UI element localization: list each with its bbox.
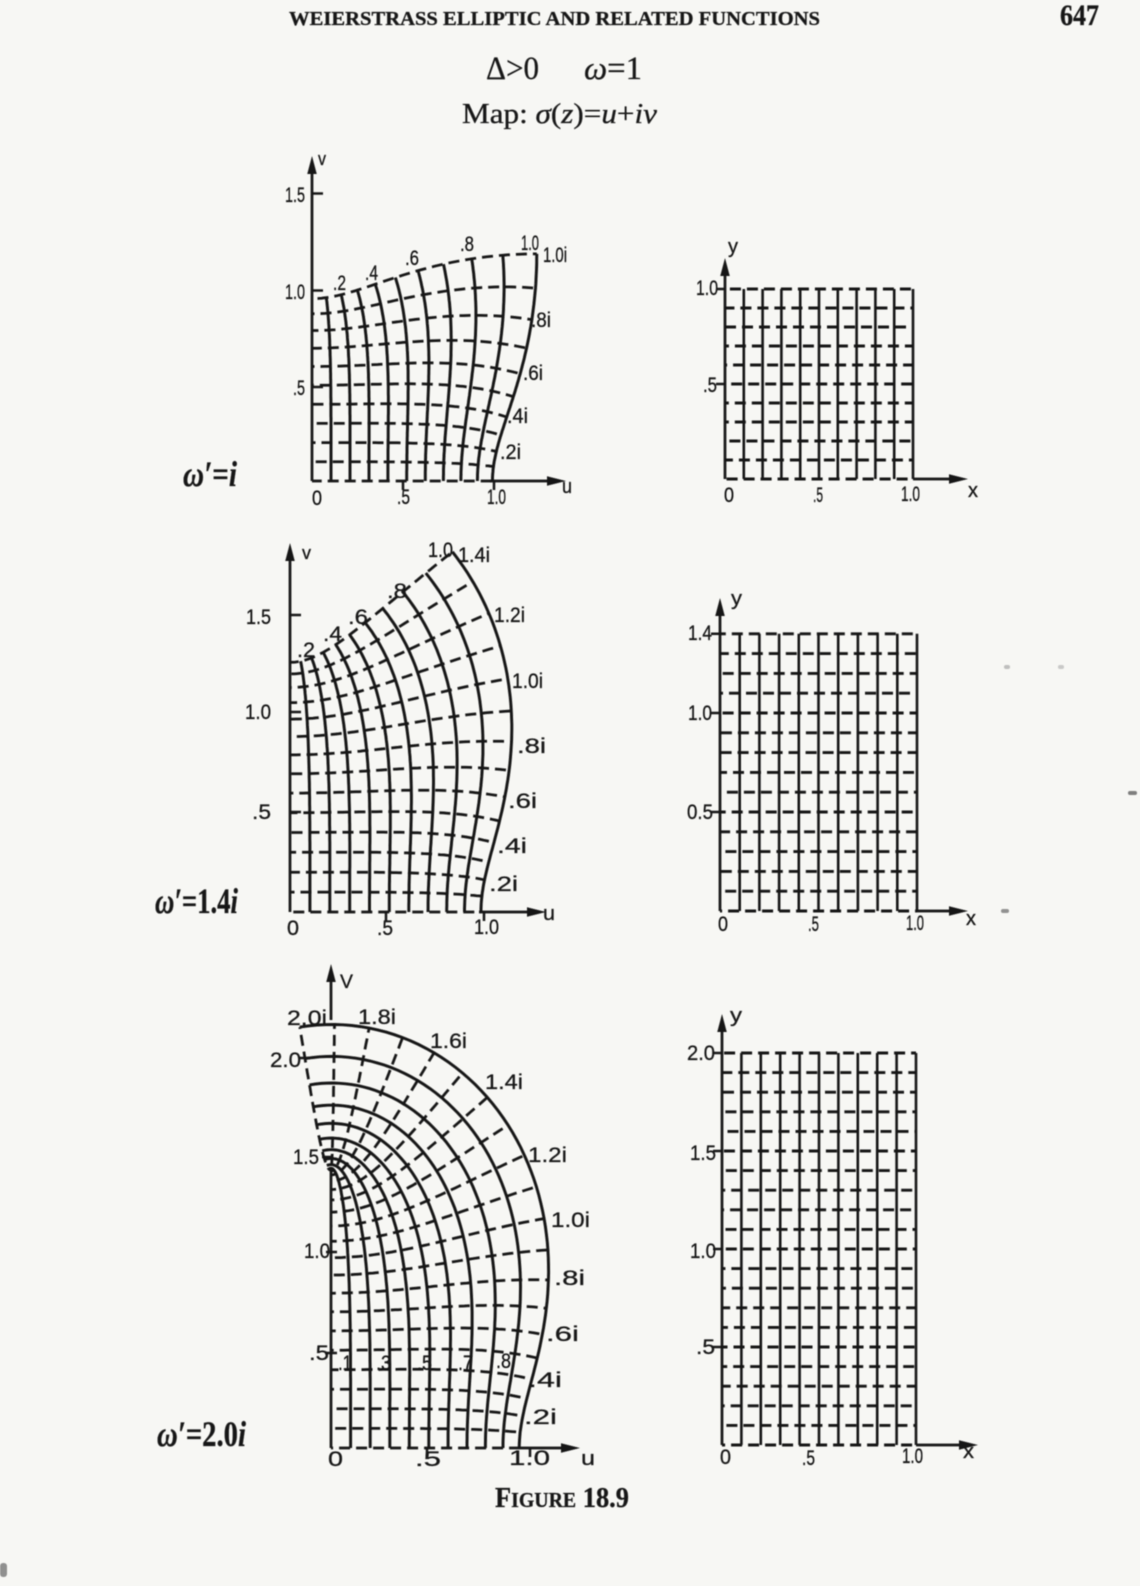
- svg-text:u: u: [581, 1448, 595, 1470]
- svg-text:u: u: [543, 903, 555, 925]
- svg-text:1.0: 1.0: [487, 486, 506, 509]
- svg-text:.5: .5: [397, 486, 410, 509]
- svg-text:.1: .1: [338, 1352, 352, 1375]
- svg-text:.7: .7: [458, 1352, 473, 1375]
- svg-text:1.5: 1.5: [285, 184, 305, 207]
- svg-text:1.8i: 1.8i: [358, 1006, 396, 1029]
- svg-text:1.0: 1.0: [428, 539, 453, 562]
- svg-text:Map: σ(z)=u+iv: Map: σ(z)= u+iv: [462, 99, 658, 130]
- svg-text:x: x: [966, 908, 976, 930]
- svg-text:.5: .5: [703, 374, 717, 397]
- svg-text:y: y: [731, 588, 742, 610]
- svg-text:.2: .2: [333, 272, 346, 295]
- svg-text:.4: .4: [365, 262, 378, 285]
- svg-text:.8i: .8i: [554, 1267, 585, 1290]
- svg-text:1.2i: 1.2i: [528, 1144, 567, 1167]
- svg-text:.5: .5: [417, 1352, 432, 1375]
- svg-text:1.0: 1.0: [304, 1240, 330, 1263]
- svg-text:1.0i: 1.0i: [543, 244, 567, 267]
- svg-text:WEIERSTRASS ELLIPTIC AND RELAT: WEIERSTRASS ELLIPTIC AND RELATED FUNCTIO…: [289, 9, 820, 30]
- svg-text:.3: .3: [376, 1352, 391, 1375]
- svg-text:.4: .4: [323, 623, 342, 646]
- svg-text:0.5: 0.5: [687, 801, 713, 824]
- svg-text:1.0: 1.0: [688, 702, 712, 725]
- svg-text:u: u: [562, 476, 572, 498]
- svg-text:.6i: .6i: [523, 362, 543, 385]
- svg-text:1.4: 1.4: [688, 622, 712, 645]
- svg-text:.8i: .8i: [531, 309, 551, 332]
- svg-text:y: y: [730, 1005, 742, 1027]
- svg-text:1.0i: 1.0i: [512, 670, 543, 693]
- svg-text:1.5: 1.5: [293, 1146, 319, 1169]
- svg-text:.4i: .4i: [528, 1369, 562, 1392]
- svg-text:V: V: [340, 972, 353, 993]
- svg-text:.5: .5: [696, 1336, 715, 1359]
- svg-text:.2i: .2i: [489, 873, 518, 896]
- svg-text:.8: .8: [460, 233, 474, 256]
- svg-text:.2i: .2i: [500, 441, 521, 464]
- svg-text:.5: .5: [415, 1448, 441, 1471]
- svg-text:2.0: 2.0: [687, 1042, 715, 1065]
- svg-text:x: x: [963, 1441, 974, 1463]
- svg-text:1.0: 1.0: [285, 281, 305, 304]
- svg-text:1.0: 1.0: [901, 483, 920, 506]
- svg-text:.6: .6: [348, 606, 368, 629]
- svg-text:.8: .8: [387, 580, 407, 603]
- svg-text:1.5: 1.5: [690, 1142, 716, 1165]
- svg-text:.5: .5: [309, 1342, 329, 1365]
- svg-text:1.5: 1.5: [246, 606, 271, 629]
- svg-text:.4i: .4i: [507, 405, 528, 428]
- svg-text:1.2i: 1.2i: [494, 604, 525, 627]
- svg-text:y: y: [728, 236, 738, 258]
- svg-text:FIGURE 18.9: FIGURE 18.9: [495, 1483, 629, 1514]
- svg-text:Δ>0: Δ>0: [486, 51, 539, 87]
- svg-text:0: 0: [724, 484, 734, 507]
- svg-text:1.0: 1.0: [906, 912, 924, 935]
- svg-text:v: v: [302, 543, 311, 563]
- svg-text:647: 647: [1060, 0, 1099, 32]
- svg-text:ω′=i: ω′=i: [183, 454, 237, 494]
- svg-text:.5: .5: [808, 913, 819, 936]
- svg-text:.5: .5: [813, 484, 823, 507]
- svg-text:.8i: .8i: [517, 735, 546, 758]
- svg-text:ω′=2.0i: ω′=2.0i: [157, 1414, 246, 1454]
- svg-text:0: 0: [718, 913, 728, 936]
- svg-text:.6: .6: [405, 247, 419, 270]
- svg-text:0: 0: [720, 1446, 731, 1469]
- svg-text:1.4i: 1.4i: [485, 1071, 523, 1094]
- svg-text:1.0: 1.0: [474, 916, 499, 939]
- svg-text:1.0: 1.0: [690, 1240, 716, 1263]
- svg-text:.2i: .2i: [524, 1406, 557, 1429]
- svg-text:.5: .5: [802, 1447, 815, 1470]
- svg-text:.8: .8: [496, 1350, 511, 1373]
- svg-text:0: 0: [312, 487, 322, 510]
- svg-text:.5: .5: [293, 377, 305, 400]
- svg-text:.4i: .4i: [497, 835, 527, 858]
- svg-text:1.4i: 1.4i: [458, 544, 490, 567]
- svg-text:0: 0: [328, 1448, 343, 1471]
- svg-text:v: v: [318, 149, 326, 169]
- svg-text:ω=1: ω=1: [584, 51, 642, 87]
- svg-text:1.0: 1.0: [902, 1445, 923, 1468]
- svg-text:x: x: [968, 480, 978, 502]
- svg-text:.5: .5: [252, 801, 271, 824]
- svg-text:1.0: 1.0: [245, 701, 271, 724]
- svg-text:.5: .5: [377, 917, 393, 940]
- svg-text:.6i: .6i: [508, 790, 537, 813]
- svg-text:1.0: 1.0: [521, 232, 539, 255]
- svg-text:1.0i: 1.0i: [551, 1209, 590, 1232]
- svg-text:.2: .2: [297, 639, 315, 662]
- svg-text:1.0: 1.0: [509, 1447, 550, 1470]
- svg-text:ω′=1.4i: ω′=1.4i: [155, 881, 238, 921]
- svg-text:.6i: .6i: [546, 1323, 579, 1346]
- svg-text:1.0: 1.0: [696, 277, 718, 300]
- svg-text:2.0i: 2.0i: [287, 1007, 327, 1030]
- svg-text:2.0: 2.0: [270, 1049, 301, 1072]
- svg-text:0: 0: [287, 917, 299, 940]
- svg-text:1.6i: 1.6i: [430, 1030, 467, 1053]
